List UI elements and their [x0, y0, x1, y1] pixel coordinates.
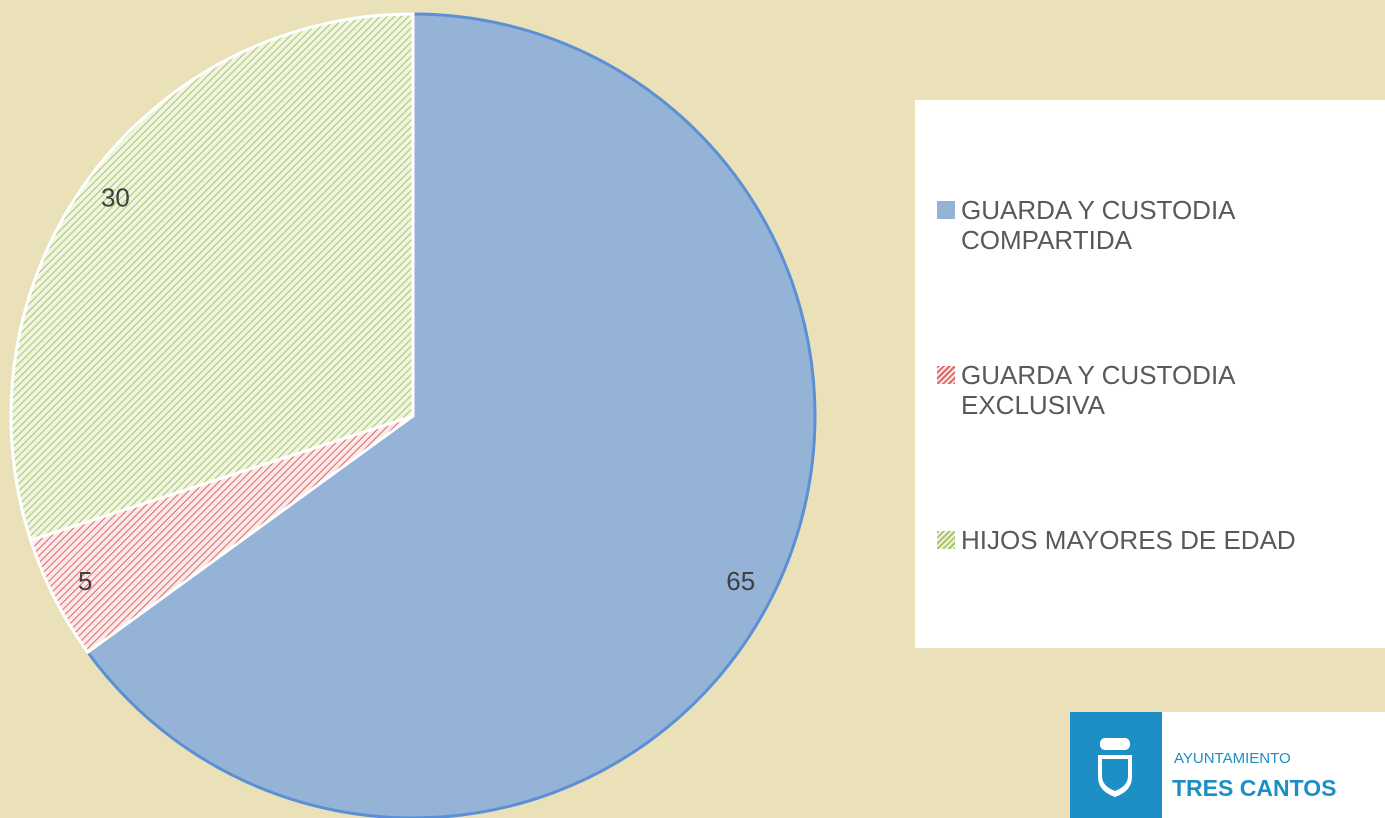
- logo-crown: [1100, 738, 1130, 750]
- legend-label: GUARDA Y CUSTODIA COMPARTIDA: [961, 195, 1235, 255]
- legend-swatch: [937, 201, 955, 219]
- data-label: 5: [78, 566, 92, 596]
- pie: 65 5 30: [9, 12, 817, 818]
- legend-label: GUARDA Y CUSTODIA EXCLUSIVA: [961, 360, 1235, 420]
- data-label: 65: [726, 566, 755, 596]
- legend-swatch: [937, 531, 955, 549]
- pie-slice: [9, 12, 415, 543]
- logo: AYUNTAMIENTO TRES CANTOS: [1070, 712, 1385, 818]
- logo-line2: TRES CANTOS: [1172, 775, 1336, 801]
- legend-entry: GUARDA Y CUSTODIA EXCLUSIVA: [937, 360, 1377, 420]
- pie-slice: [85, 12, 817, 818]
- data-label: 30: [101, 183, 130, 213]
- legend-label: HIJOS MAYORES DE EDAD: [961, 525, 1296, 555]
- legend-swatch: [937, 366, 955, 384]
- legend: GUARDA Y CUSTODIA COMPARTIDA GUARDA Y CUS…: [915, 100, 1385, 648]
- legend-entry: HIJOS MAYORES DE EDAD: [937, 525, 1377, 555]
- logo-crest-inner: [1102, 759, 1128, 791]
- legend-entry: GUARDA Y CUSTODIA COMPARTIDA: [937, 195, 1377, 255]
- logo-line1: AYUNTAMIENTO: [1174, 750, 1291, 767]
